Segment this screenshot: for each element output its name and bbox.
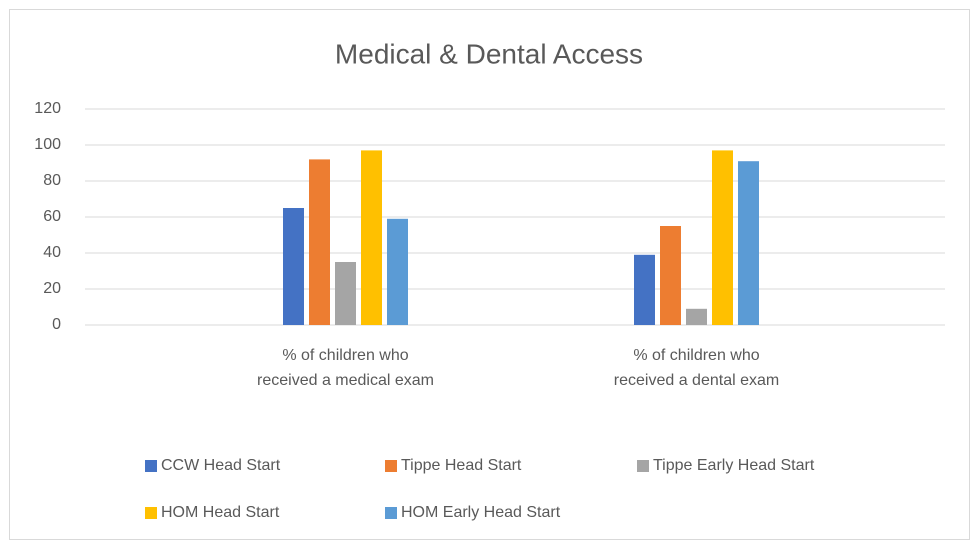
legend-swatch <box>385 507 397 519</box>
y-tick-label: 20 <box>43 280 61 297</box>
legend-label: CCW Head Start <box>161 457 281 474</box>
y-tick-label: 60 <box>43 208 61 225</box>
y-tick-label: 120 <box>34 100 61 117</box>
legend-label: HOM Head Start <box>161 504 280 521</box>
y-tick-label: 40 <box>43 244 61 261</box>
bar <box>634 254 655 325</box>
bar <box>686 308 707 325</box>
legend-swatch <box>637 460 649 472</box>
legend-swatch <box>145 460 157 472</box>
bar <box>738 161 759 325</box>
y-tick-label: 80 <box>43 172 61 189</box>
legend-swatch <box>145 507 157 519</box>
legend-swatch <box>385 460 397 472</box>
bar <box>712 150 733 325</box>
legend-label: HOM Early Head Start <box>401 504 561 521</box>
y-tick-label: 0 <box>52 316 61 333</box>
legend-label: Tippe Early Head Start <box>653 457 815 474</box>
y-tick-label: 100 <box>34 136 61 153</box>
x-tick-label: % of children who received a dental exam <box>613 347 780 389</box>
bar <box>387 218 408 325</box>
chart-border <box>9 9 970 540</box>
chart-title: Medical & Dental Access <box>335 38 643 69</box>
bar <box>361 150 382 325</box>
bar <box>660 226 681 325</box>
bar <box>335 262 356 325</box>
bar <box>283 208 304 325</box>
x-tick-label: % of children who received a medical exa… <box>257 347 434 389</box>
legend-label: Tippe Head Start <box>401 457 522 474</box>
bar <box>309 159 330 325</box>
